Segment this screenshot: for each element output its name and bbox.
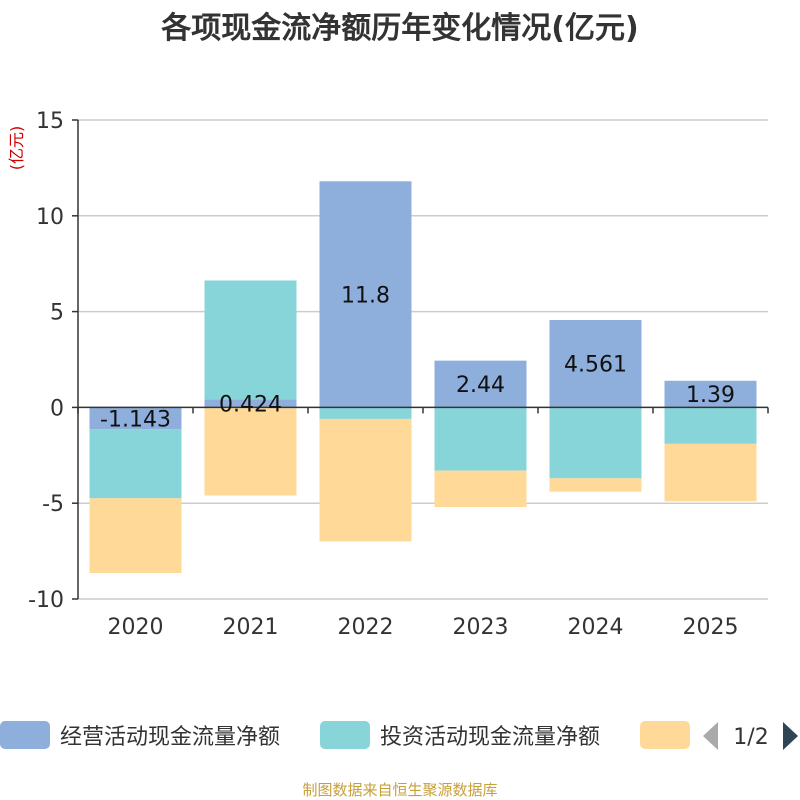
bar-series-1-2021[interactable] — [204, 280, 297, 400]
data-label-2023: 2.44 — [456, 373, 505, 398]
bar-series-0-2023[interactable] — [434, 360, 527, 408]
bar-series-2-2020[interactable] — [89, 498, 182, 573]
bar-series-2-2025[interactable] — [664, 443, 757, 502]
y-tick-label: 0 — [50, 396, 64, 421]
bar-series-1-2023[interactable] — [434, 407, 527, 471]
x-tick-label: 2023 — [453, 615, 509, 640]
data-label-2024: 4.561 — [564, 353, 627, 378]
x-tick-label: 2020 — [108, 615, 164, 640]
bar-series-2-2021[interactable] — [204, 407, 297, 496]
x-tick-label: 2022 — [338, 615, 394, 640]
x-tick-label: 2025 — [683, 615, 739, 640]
axes: 15 10 5 0 -5 -10 2020 2021 2022 2023 2024 2025 — [28, 109, 769, 640]
legend-swatch-2[interactable] — [640, 721, 690, 749]
y-tick-label: 10 — [36, 205, 64, 230]
bar-series-0-2020[interactable] — [89, 407, 182, 430]
x-tick-label: 2024 — [568, 615, 624, 640]
gridlines — [78, 119, 768, 600]
bar-series-0-2021[interactable] — [204, 399, 297, 408]
legend[interactable]: 经营活动现金流量净额 投资活动现金流量净额 — [0, 721, 690, 750]
bar-series-1-2024[interactable] — [549, 407, 642, 479]
y-axis-unit: (亿元) — [7, 126, 26, 171]
bar-series-0-2022[interactable] — [319, 181, 412, 408]
y-tick-label: -5 — [42, 492, 64, 517]
y-tick-label: 5 — [50, 301, 64, 326]
bars[interactable] — [89, 181, 757, 573]
prev-page-icon[interactable] — [703, 722, 718, 750]
bar-series-2-2023[interactable] — [434, 470, 527, 508]
data-label-2022: 11.8 — [341, 283, 390, 308]
bar-series-0-2025[interactable] — [664, 380, 757, 408]
bar-series-2-2022[interactable] — [319, 418, 412, 542]
bar-series-1-2020[interactable] — [89, 429, 182, 499]
chart-title: 各项现金流净额历年变化情况(亿元) — [160, 11, 638, 46]
legend-label-1[interactable]: 投资活动现金流量净额 — [380, 725, 600, 750]
bar-series-1-2025[interactable] — [664, 407, 757, 444]
bar-series-0-2024[interactable] — [549, 320, 642, 408]
bar-series-2-2024[interactable] — [549, 478, 642, 492]
x-tick-label: 2021 — [223, 615, 279, 640]
data-label-2021: 0.424 — [219, 392, 282, 417]
legend-label-0[interactable]: 经营活动现金流量净额 — [60, 725, 280, 750]
data-label-2020: -1.143 — [100, 407, 171, 432]
data-source: 制图数据来自恒生聚源数据库 — [302, 781, 497, 799]
data-label-2025: 1.39 — [686, 383, 735, 408]
y-tick-label: 15 — [36, 109, 64, 134]
legend-pager[interactable]: 1/2 — [703, 722, 798, 750]
bar-series-1-2022[interactable] — [319, 407, 412, 419]
next-page-icon[interactable] — [783, 722, 798, 750]
legend-swatch-0[interactable] — [0, 721, 50, 749]
y-tick-label: -10 — [28, 588, 64, 613]
legend-page-indicator: 1/2 — [733, 725, 768, 750]
legend-swatch-1[interactable] — [320, 721, 370, 749]
data-labels: -1.143 0.424 11.8 2.44 4.561 1.39 — [100, 283, 735, 432]
